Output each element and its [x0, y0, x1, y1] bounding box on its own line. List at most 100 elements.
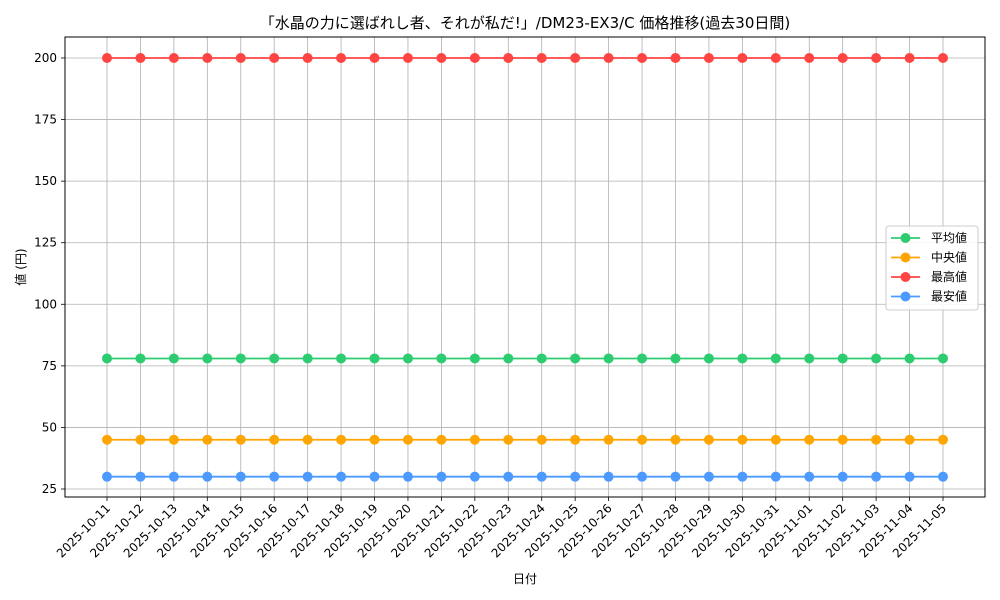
data-point: [168, 471, 179, 482]
data-point: [637, 353, 648, 364]
data-point: [436, 434, 447, 445]
series-line: [102, 53, 948, 63]
data-point: [135, 434, 146, 445]
legend-label: 中央値: [931, 250, 967, 265]
data-point: [904, 471, 915, 482]
data-point: [804, 434, 815, 445]
data-point: [837, 353, 848, 364]
data-point: [703, 434, 714, 445]
x-axis-ticks: 2025-10-112025-10-122025-10-132025-10-14…: [54, 497, 949, 560]
data-point: [837, 53, 848, 63]
chart-title: 「水晶の力に選ばれし者、それが私だ!」/DM23-EX3/C 価格推移(過去30…: [260, 14, 790, 32]
data-point: [904, 353, 915, 364]
data-point: [703, 353, 714, 364]
data-point: [202, 353, 213, 364]
data-point: [202, 434, 213, 445]
data-point: [737, 471, 748, 482]
data-point: [536, 434, 547, 445]
data-point: [235, 434, 246, 445]
data-point: [102, 434, 112, 445]
data-point: [570, 434, 581, 445]
data-point: [369, 353, 380, 364]
data-point: [770, 434, 781, 445]
data-point: [570, 471, 581, 482]
data-point: [737, 434, 748, 445]
data-point: [469, 471, 480, 482]
legend-item: 平均値: [891, 230, 967, 245]
data-point: [202, 53, 213, 63]
series-line: [102, 471, 948, 482]
data-point: [871, 434, 882, 445]
data-point: [904, 434, 915, 445]
plot-frame: [64, 36, 986, 498]
data-point: [269, 434, 280, 445]
legend-marker-icon: [900, 233, 911, 243]
grid-lines: [65, 37, 985, 497]
data-point: [804, 353, 815, 364]
data-point: [536, 471, 547, 482]
data-point: [302, 353, 313, 364]
data-point: [603, 353, 614, 364]
data-point: [938, 353, 948, 364]
data-point: [871, 353, 882, 364]
data-point: [402, 53, 413, 63]
data-point: [336, 434, 347, 445]
data-point: [402, 434, 413, 445]
legend-marker-icon: [900, 272, 911, 282]
data-point: [536, 53, 547, 63]
data-point: [871, 471, 882, 482]
y-tick-label: 150: [34, 174, 57, 188]
data-point: [336, 53, 347, 63]
data-point: [737, 53, 748, 63]
y-tick-label: 75: [42, 359, 57, 373]
data-point: [804, 471, 815, 482]
data-point: [202, 471, 213, 482]
legend-marker-icon: [900, 252, 911, 263]
legend-marker-icon: [900, 291, 911, 302]
data-point: [503, 471, 514, 482]
data-point: [703, 471, 714, 482]
series-line: [102, 434, 948, 445]
data-point: [269, 53, 280, 63]
data-point: [737, 353, 748, 364]
data-point: [804, 53, 815, 63]
x-axis-label: 日付: [513, 572, 537, 586]
data-point: [938, 471, 948, 482]
data-point: [369, 471, 380, 482]
data-point: [837, 434, 848, 445]
data-point: [637, 471, 648, 482]
data-point: [135, 353, 146, 364]
data-point: [369, 434, 380, 445]
y-tick-label: 25: [42, 482, 57, 496]
data-point: [904, 53, 915, 63]
data-point: [302, 434, 313, 445]
data-point: [670, 353, 681, 364]
data-point: [402, 471, 413, 482]
data-point: [603, 471, 614, 482]
data-point: [536, 353, 547, 364]
data-series: [102, 53, 948, 482]
data-point: [871, 53, 882, 63]
legend-item: 中央値: [891, 250, 967, 265]
data-point: [938, 53, 948, 63]
data-point: [503, 53, 514, 63]
data-point: [436, 471, 447, 482]
data-point: [670, 434, 681, 445]
data-point: [670, 471, 681, 482]
y-tick-label: 50: [42, 420, 57, 434]
data-point: [302, 53, 313, 63]
data-point: [235, 471, 246, 482]
data-point: [168, 434, 179, 445]
series-line: [102, 353, 948, 364]
data-point: [135, 53, 146, 63]
data-point: [102, 353, 112, 364]
data-point: [168, 53, 179, 63]
legend-item: 最高値: [891, 269, 967, 284]
data-point: [469, 434, 480, 445]
legend-label: 平均値: [931, 230, 967, 245]
data-point: [570, 353, 581, 364]
y-tick-label: 125: [34, 236, 57, 250]
data-point: [269, 471, 280, 482]
data-point: [168, 353, 179, 364]
